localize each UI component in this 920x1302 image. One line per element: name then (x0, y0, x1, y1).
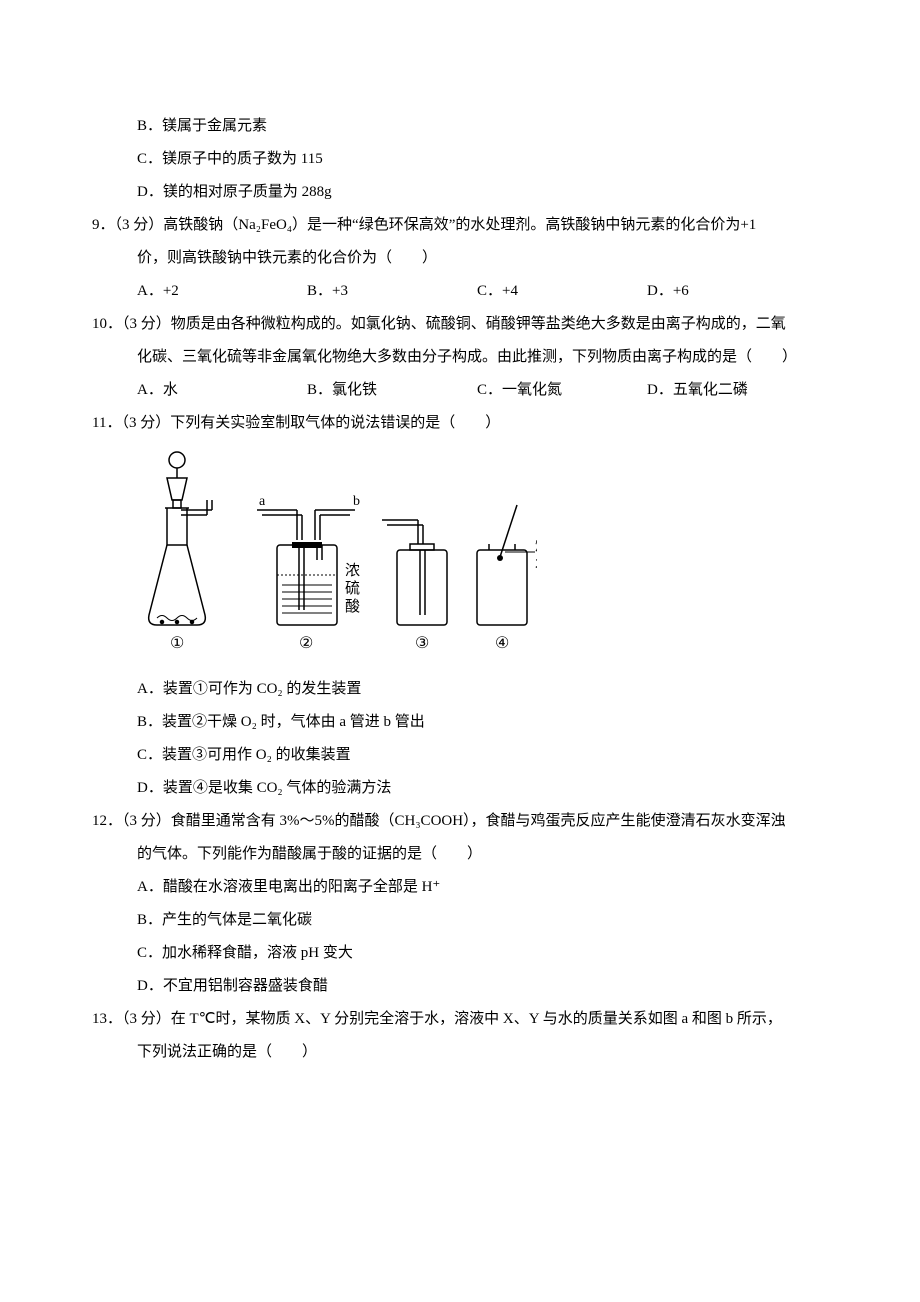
q11-diagram: a b 浓 硫 酸 (92, 440, 828, 673)
q11-stem: 11．（3 分）下列有关实验室制取气体的说法错误的是（ ） (92, 407, 828, 440)
label-stick-1: 燃着的 (535, 536, 537, 554)
label-sulfuric-3: 酸 (345, 598, 360, 615)
label-1: ① (170, 635, 184, 652)
q13-stem-1: 13．（3 分）在 T℃时，某物质 X、Y 分别完全溶于水，溶液中 X、Y 与水… (92, 1003, 828, 1036)
q8-opt-d: D．镁的相对原子质量为 288g (92, 176, 828, 209)
q10-stem-1: 10．（3 分）物质是由各种微粒构成的。如氯化钠、硫酸铜、硝酸钾等盐类绝大多数是… (92, 308, 828, 341)
label-sulfuric-2: 硫 (345, 580, 360, 597)
q11-opt-c: C．装置③可用作 O₂ 的收集装置 (92, 739, 828, 772)
q8-opt-b: B．镁属于金属元素 (92, 110, 828, 143)
device-4-icon (477, 505, 535, 625)
label-b: b (353, 494, 360, 509)
q11-opt-a: A．装置①可作为 CO₂ 的发生装置 (92, 673, 828, 706)
q12-opt-c: C．加水稀释食醋，溶液 pH 变大 (92, 937, 828, 970)
q9-opt-c: C．+4 (477, 275, 647, 308)
q9-opt-a: A．+2 (137, 275, 307, 308)
q13-stem-2: 下列说法正确的是（ ） (92, 1036, 828, 1069)
q9-stem-2: 价，则高铁酸钠中铁元素的化合价为（ ） (92, 242, 828, 275)
label-a: a (259, 494, 266, 509)
label-3: ③ (415, 635, 429, 652)
q10-opt-a: A．水 (137, 374, 307, 407)
label-4: ④ (495, 635, 509, 652)
q10-stem-2: 化碳、三氧化硫等非金属氧化物绝大多数由分子构成。由此推测，下列物质由离子构成的是… (92, 341, 828, 374)
q12-stem-2: 的气体。下列能作为醋酸属于酸的证据的是（ ） (92, 838, 828, 871)
q9-options: A．+2 B．+3 C．+4 D．+6 (92, 275, 828, 308)
q12-stem-1: 12．（3 分）食醋里通常含有 3%～5%的醋酸（CH₃COOH），食醋与鸡蛋壳… (92, 805, 828, 838)
q11-opt-b: B．装置②干燥 O₂ 时，气体由 a 管进 b 管出 (92, 706, 828, 739)
q12-opt-d: D．不宜用铝制容器盛装食醋 (92, 970, 828, 1003)
q10-opt-c: C．一氧化氮 (477, 374, 647, 407)
device-2-icon (257, 510, 355, 625)
device-1-icon (149, 452, 212, 625)
q10-opt-b: B．氯化铁 (307, 374, 477, 407)
label-stick-2: 木条 (535, 555, 537, 572)
q10-opt-d: D．五氧化二磷 (647, 374, 817, 407)
q12-opt-b: B．产生的气体是二氧化碳 (92, 904, 828, 937)
q9-opt-d: D．+6 (647, 275, 817, 308)
q11-opt-d: D．装置④是收集 CO₂ 气体的验满方法 (92, 772, 828, 805)
q12-opt-a: A．醋酸在水溶液里电离出的阳离子全部是 H⁺ (92, 871, 828, 904)
q9-opt-b: B．+3 (307, 275, 477, 308)
q10-options: A．水 B．氯化铁 C．一氧化氮 D．五氧化二磷 (92, 374, 828, 407)
label-2: ② (299, 635, 313, 652)
device-3-icon (382, 520, 447, 625)
q8-opt-c: C．镁原子中的质子数为 115 (92, 143, 828, 176)
q9-stem-1: 9．（3 分）高铁酸钠（Na₂FeO₄）是一种“绿色环保高效”的水处理剂。高铁酸… (92, 209, 828, 242)
label-sulfuric-1: 浓 (345, 562, 360, 579)
